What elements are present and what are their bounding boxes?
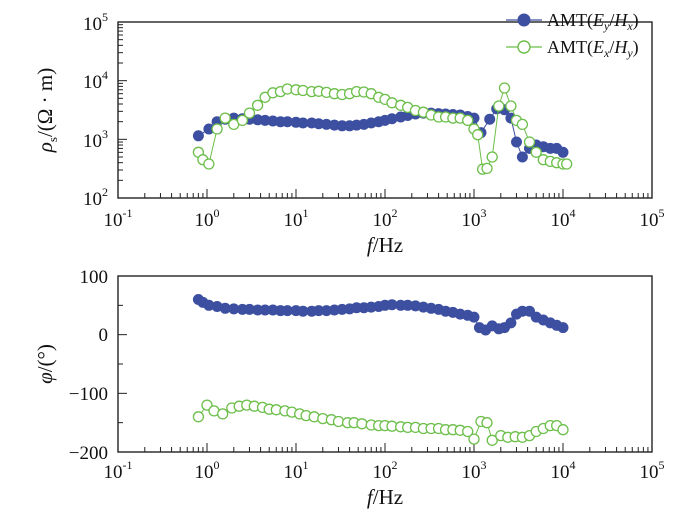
phase-xtick-label: 103: [462, 458, 487, 483]
rho-data-point-ex-hy: [530, 146, 542, 158]
phase-ytick-label: −100: [69, 384, 108, 405]
resistivity-panel: 10-1 100 101 102 103 104 105 102 103 104…: [33, 10, 665, 257]
phase-xtick-label: 104: [551, 458, 576, 483]
phase-series-ex-hy: [192, 399, 569, 446]
phase-data-point-ex-hy: [486, 434, 498, 446]
rho-data-point-ex-hy: [486, 151, 498, 163]
rho-y-axis-title: ρs/(Ω · m): [33, 68, 60, 153]
rho-data-point-ex-hy: [203, 158, 215, 170]
rho-data-point-ex-hy: [481, 162, 493, 175]
phase-data-point-ex-hy: [192, 411, 205, 423]
rho-data-point-ex-hy: [236, 114, 249, 127]
rho-data-point-ey-hx: [557, 146, 569, 158]
rho-data-point-ex-hy: [523, 136, 536, 148]
phase-x-axis-title: f/Hz: [367, 485, 403, 509]
phase-data-point-ey-hx: [505, 317, 517, 329]
phase-data-point-ex-hy: [356, 418, 368, 430]
phase-series-ey-hx: [192, 294, 569, 336]
rho-data-point-ex-hy: [498, 82, 511, 94]
rho-ytick-label: 102: [83, 185, 108, 210]
phase-ytick-label: −200: [69, 443, 108, 464]
legend: AMT(Ey/Hx) AMT(Ex/Hy): [506, 10, 639, 60]
phase-axis-ticks: [117, 275, 653, 453]
phase-xtick-label: 105: [640, 458, 665, 483]
rho-xtick-label: 104: [551, 206, 576, 231]
phase-data-point-ey-hx: [468, 311, 480, 323]
rho-data-point-ex-hy: [516, 118, 529, 131]
phase-xtick-label: 101: [284, 458, 309, 483]
rho-data-point-ex-hy: [472, 129, 484, 141]
phase-data-point-ex-hy: [332, 415, 345, 428]
phase-y-axis-title: φ/(°): [33, 344, 57, 384]
rho-data-point-ex-hy: [211, 123, 223, 135]
phase-data-point-ex-hy: [481, 417, 493, 429]
rho-x-axis-title: f/Hz: [367, 233, 403, 257]
phase-data-point-ex-hy: [462, 425, 474, 438]
rho-data-point-ex-hy: [462, 114, 474, 127]
rho-data-point-ex-hy: [243, 107, 256, 119]
phase-ytick-label: 100: [80, 267, 109, 288]
rho-ytick-label: 104: [83, 68, 108, 93]
rho-data-point-ex-hy: [561, 158, 573, 170]
rho-xtick-label: 103: [462, 206, 487, 231]
rho-data-point-ey-hx: [192, 130, 204, 142]
legend-marker-open-circle: [517, 40, 531, 54]
rho-data-point-ey-hx: [484, 113, 496, 125]
rho-xtick-label: 102: [373, 206, 398, 231]
phase-xtick-label: 102: [373, 458, 398, 483]
rho-data-point-ex-hy: [219, 112, 231, 124]
legend-label-ex-hy: AMT(Ex/Hy): [547, 37, 639, 60]
phase-data-point-ex-hy: [468, 433, 480, 445]
rho-data-point-ey-hx: [516, 151, 528, 163]
rho-xtick-label: 105: [640, 206, 665, 231]
rho-ytick-label: 105: [83, 10, 108, 35]
resistivity-axis-ticks: [117, 24, 653, 199]
phase-data-point-ex-hy: [557, 424, 569, 436]
rho-data-point-ey-hx: [511, 136, 522, 148]
legend-entry-ey-hx: AMT(Ey/Hx): [506, 10, 639, 33]
rho-xtick-label: 10-1: [104, 206, 133, 231]
resistivity-series-ex-hy: [192, 82, 573, 175]
phase-panel: 10-1 100 101 102 103 104 105 100 0 −100 …: [33, 267, 665, 509]
phase-ytick-label: 0: [99, 325, 109, 346]
phase-data-point-ey-hx: [557, 322, 569, 334]
rho-xtick-label: 101: [284, 206, 309, 231]
rho-data-point-ex-hy: [505, 100, 517, 112]
rho-xtick-label: 100: [195, 206, 220, 231]
phase-xtick-label: 100: [195, 458, 220, 483]
legend-entry-ex-hy: AMT(Ex/Hy): [506, 37, 639, 60]
rho-ytick-label: 103: [83, 127, 108, 152]
legend-label-ey-hx: AMT(Ey/Hx): [547, 10, 639, 33]
phase-xtick-label: 10-1: [104, 458, 133, 483]
rho-data-point-ex-hy: [251, 99, 264, 111]
legend-marker-filled-circle: [517, 13, 531, 27]
rho-data-point-ex-hy: [493, 100, 505, 112]
phase-data-point-ex-hy: [217, 408, 229, 420]
